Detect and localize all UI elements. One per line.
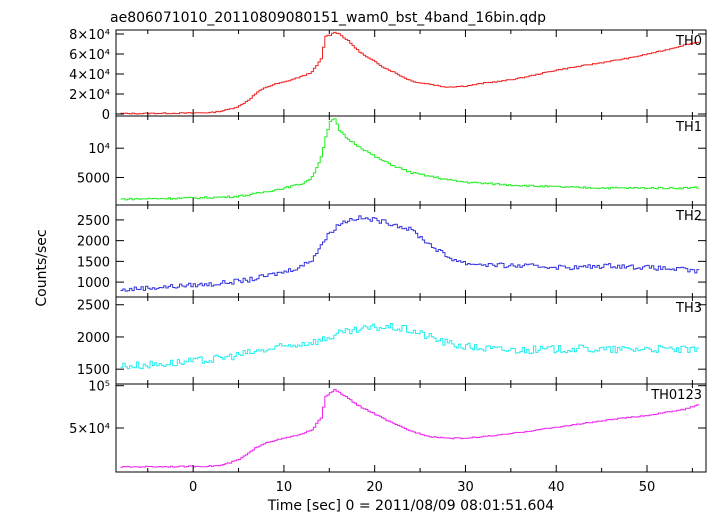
x-tick-label: 0 [189,480,197,495]
panel-frame [115,296,707,385]
panel-th2: 1000 1500 2000 2500 TH2 [77,204,707,298]
x-tick-label: 40 [548,480,565,495]
panel-label-th1: TH1 [675,120,702,135]
panel-frame [115,383,707,473]
y-tick-label: 10⁵ [88,380,110,395]
x-tick-label: 20 [366,480,383,495]
y-tick-label: 8×10⁴ [69,28,110,43]
y-tick-label: 2×10⁴ [69,88,110,103]
y-tick-label: 0 [102,108,110,123]
y-tick-label: 1500 [77,255,110,270]
y-tick-label: 4×10⁴ [69,68,110,83]
panel-th1: 5000 10⁴ TH1 [77,115,707,206]
y-axis-title: Counts/sec [34,229,50,306]
y-tick-label: 2500 [77,299,110,314]
x-axis-title: Time [sec] 0 = 2011/08/09 08:01:51.604 [267,498,555,514]
panel-label-th0: TH0 [675,34,702,49]
y-tick-label: 6×10⁴ [69,48,110,63]
series-line-th2 [120,215,700,292]
panels: 0 2×10⁴ 4×10⁴ 6×10⁴ 8×10⁴ TH0 5000 10⁴ TH1 1000 15… [69,28,707,473]
chart-title: ae806071010_20110809080151_wam0_bst_4ban… [110,10,546,26]
x-tick-label: 10 [276,480,293,495]
y-tick-label: 5000 [77,171,110,186]
panel-frame [115,115,707,206]
series-line-th0123 [120,388,700,468]
y-tick-label: 1000 [77,276,110,291]
panel-th3: 1500 2000 2500 TH3 [77,296,707,385]
y-tick-label: 2000 [77,331,110,346]
panel-th0123: 5×10⁴ 10⁵ TH0123 [69,380,707,473]
x-tick-labels: 0 10 20 30 40 50 [189,480,655,495]
y-tick-label: 5×10⁴ [69,422,110,437]
series-line-th1 [120,118,700,201]
x-tick-label: 30 [457,480,474,495]
panel-th0: 0 2×10⁴ 4×10⁴ 6×10⁴ 8×10⁴ TH0 [69,28,707,123]
panel-label-th3: TH3 [675,301,702,316]
panel-label-th0123: TH0123 [650,388,702,403]
y-tick-label: 2500 [77,214,110,229]
series-line-th0 [120,31,700,115]
y-tick-label: 1500 [77,363,110,378]
x-tick-label: 50 [639,480,656,495]
y-tick-label: 10⁴ [88,142,110,157]
series-line-th3 [120,323,700,370]
panel-label-th2: TH2 [675,209,702,224]
panel-frame [115,29,707,117]
y-tick-label: 2000 [77,235,110,250]
